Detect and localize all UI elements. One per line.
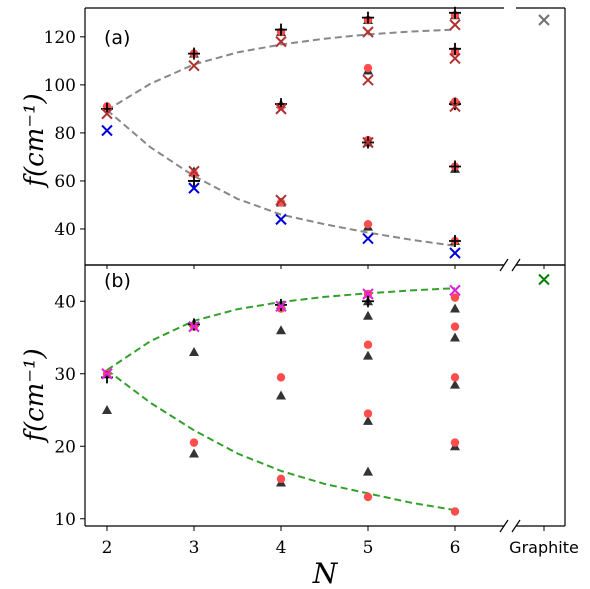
panel-b-axis-break-mark — [511, 519, 521, 533]
panel-a-plus-marker — [449, 98, 461, 111]
panel-a-ytick-label: 120 — [44, 28, 76, 48]
panel-b-circle-marker — [363, 409, 373, 418]
panel-a-x-marker — [188, 165, 200, 178]
panel-b-triangle-marker — [189, 448, 199, 458]
panel-a-plus-marker — [188, 174, 200, 187]
panel-a-circle-marker — [363, 63, 373, 73]
panel-b-ytick-label: 40 — [54, 292, 76, 312]
panel-b-ylabel: f(cm⁻¹) — [20, 348, 50, 443]
panel-b-triangle-marker — [276, 390, 286, 400]
panel-b-circle-marker — [450, 373, 460, 382]
panel-a-ytick-label: 100 — [44, 76, 76, 96]
panel-a-plus-marker — [449, 6, 461, 19]
panel-b-triangle-marker — [450, 379, 460, 389]
panel-b-plus-marker — [275, 298, 287, 311]
panel-a-x-marker — [362, 74, 374, 86]
panel-a-fit-curve-0 — [106, 28, 456, 111]
panel-a-series-x-4 — [101, 124, 461, 259]
panel-b-fit-curve-1 — [106, 369, 456, 512]
panel-b-triangle-marker — [450, 332, 460, 342]
panel-b-xtick-label: 2 — [102, 538, 113, 558]
panel-b-axes-frame — [84, 264, 566, 533]
panel-b-xlabel: N — [312, 557, 339, 589]
panel-a-x-marker — [538, 14, 550, 26]
panel-a-x-marker — [101, 124, 113, 137]
panel-b-x-marker — [538, 273, 550, 286]
panel-b-x-marker — [362, 288, 374, 300]
panel-a-ytick-label: 60 — [54, 172, 76, 192]
panel-a-x-marker — [101, 107, 113, 120]
panel-b-ytick-label: 20 — [54, 437, 76, 457]
panel-b-circle-marker — [450, 438, 460, 447]
panel-a-x-marker — [275, 103, 287, 115]
panel-a-ylabel: f(cm⁻¹) — [20, 93, 50, 188]
panel-a-series-x-3 — [101, 19, 461, 206]
panel-a-x-marker — [275, 213, 287, 226]
panel-b-triangle-marker — [363, 310, 373, 320]
panel-b-circle-marker — [450, 293, 460, 302]
panel-b-ytick-label: 30 — [54, 365, 76, 385]
panel-a-x-marker — [188, 59, 200, 72]
panel-a-x-marker — [275, 35, 287, 48]
panel-a-x-marker — [188, 182, 200, 194]
panel-b-series-plus-2 — [101, 295, 374, 384]
panel-a-plus-marker — [449, 42, 461, 55]
panel-a-series-x-5 — [538, 14, 550, 26]
panel-a-x-marker — [449, 247, 461, 259]
panel-a-circle-marker — [363, 219, 373, 229]
panel-b-triangle-marker — [102, 405, 112, 414]
panel-a-fit-curve-1 — [106, 109, 456, 247]
panel-a-plus-marker — [362, 11, 374, 24]
panel-b-triangle-marker — [363, 466, 373, 476]
panel-b-circle-marker — [450, 322, 460, 331]
panel-a-label: (a) — [104, 27, 130, 49]
panel-b-plus-marker — [188, 318, 200, 331]
panel-a-plus-marker — [449, 160, 461, 173]
panel-b-circle-marker — [189, 438, 199, 447]
panel-b-xtick-label: 6 — [450, 538, 461, 558]
panel-a-x-marker — [449, 52, 461, 65]
panel-a-x-marker — [362, 136, 374, 149]
panel-b-triangle-marker — [363, 350, 373, 360]
panel-a-x-marker — [449, 19, 461, 31]
panel-a-x-marker — [362, 26, 374, 38]
panel-b-xtick-label: 3 — [189, 538, 200, 558]
panel-b-label: (b) — [104, 270, 131, 292]
panel-a-circle-marker — [276, 198, 286, 207]
panel-b-x-marker — [449, 284, 461, 297]
panel-b-x-marker — [275, 300, 287, 313]
panel-b-triangle-marker — [189, 347, 199, 356]
panel-b-circle-marker — [363, 492, 373, 502]
panel-b-series-x-4 — [538, 273, 550, 286]
panel-b-circle-marker — [276, 373, 286, 382]
panel-a-ytick-label: 40 — [54, 220, 76, 240]
panel-a-circle-marker — [189, 169, 199, 178]
panel-b-ytick-label: 10 — [54, 510, 76, 530]
panel-b-circle-marker — [450, 507, 460, 516]
panel-a-x-marker — [275, 194, 287, 206]
panel-b-circle-marker — [276, 474, 286, 484]
panel-a-plus-marker — [449, 234, 461, 247]
panel-b-xtick-label: 4 — [276, 538, 287, 558]
panel-b-xtick-label: 5 — [363, 538, 374, 558]
panel-b-triangle-marker — [276, 325, 286, 335]
panel-a-x-marker — [362, 232, 374, 245]
panel-b-triangle-marker — [363, 415, 373, 425]
panel-a-plus-marker — [188, 47, 200, 60]
panel-a-ytick-label: 80 — [54, 124, 76, 144]
panel-b: 10 20 30 40 2 3 4 5 6 Graphite — [54, 264, 579, 558]
panel-b-plus-marker — [362, 295, 374, 308]
panel-b-axis-break-mark — [499, 519, 509, 533]
panel-b-x-marker — [101, 368, 113, 380]
panel-a-plus-marker — [275, 23, 287, 36]
panel-b-triangle-marker — [450, 303, 460, 313]
panel-b-x-marker — [188, 320, 200, 333]
panel-b-series-x-3 — [101, 284, 461, 380]
panel-b-circle-marker — [363, 340, 373, 349]
panel-b-xtick-label: Graphite — [509, 538, 579, 557]
panel-a-x-marker — [449, 100, 461, 113]
